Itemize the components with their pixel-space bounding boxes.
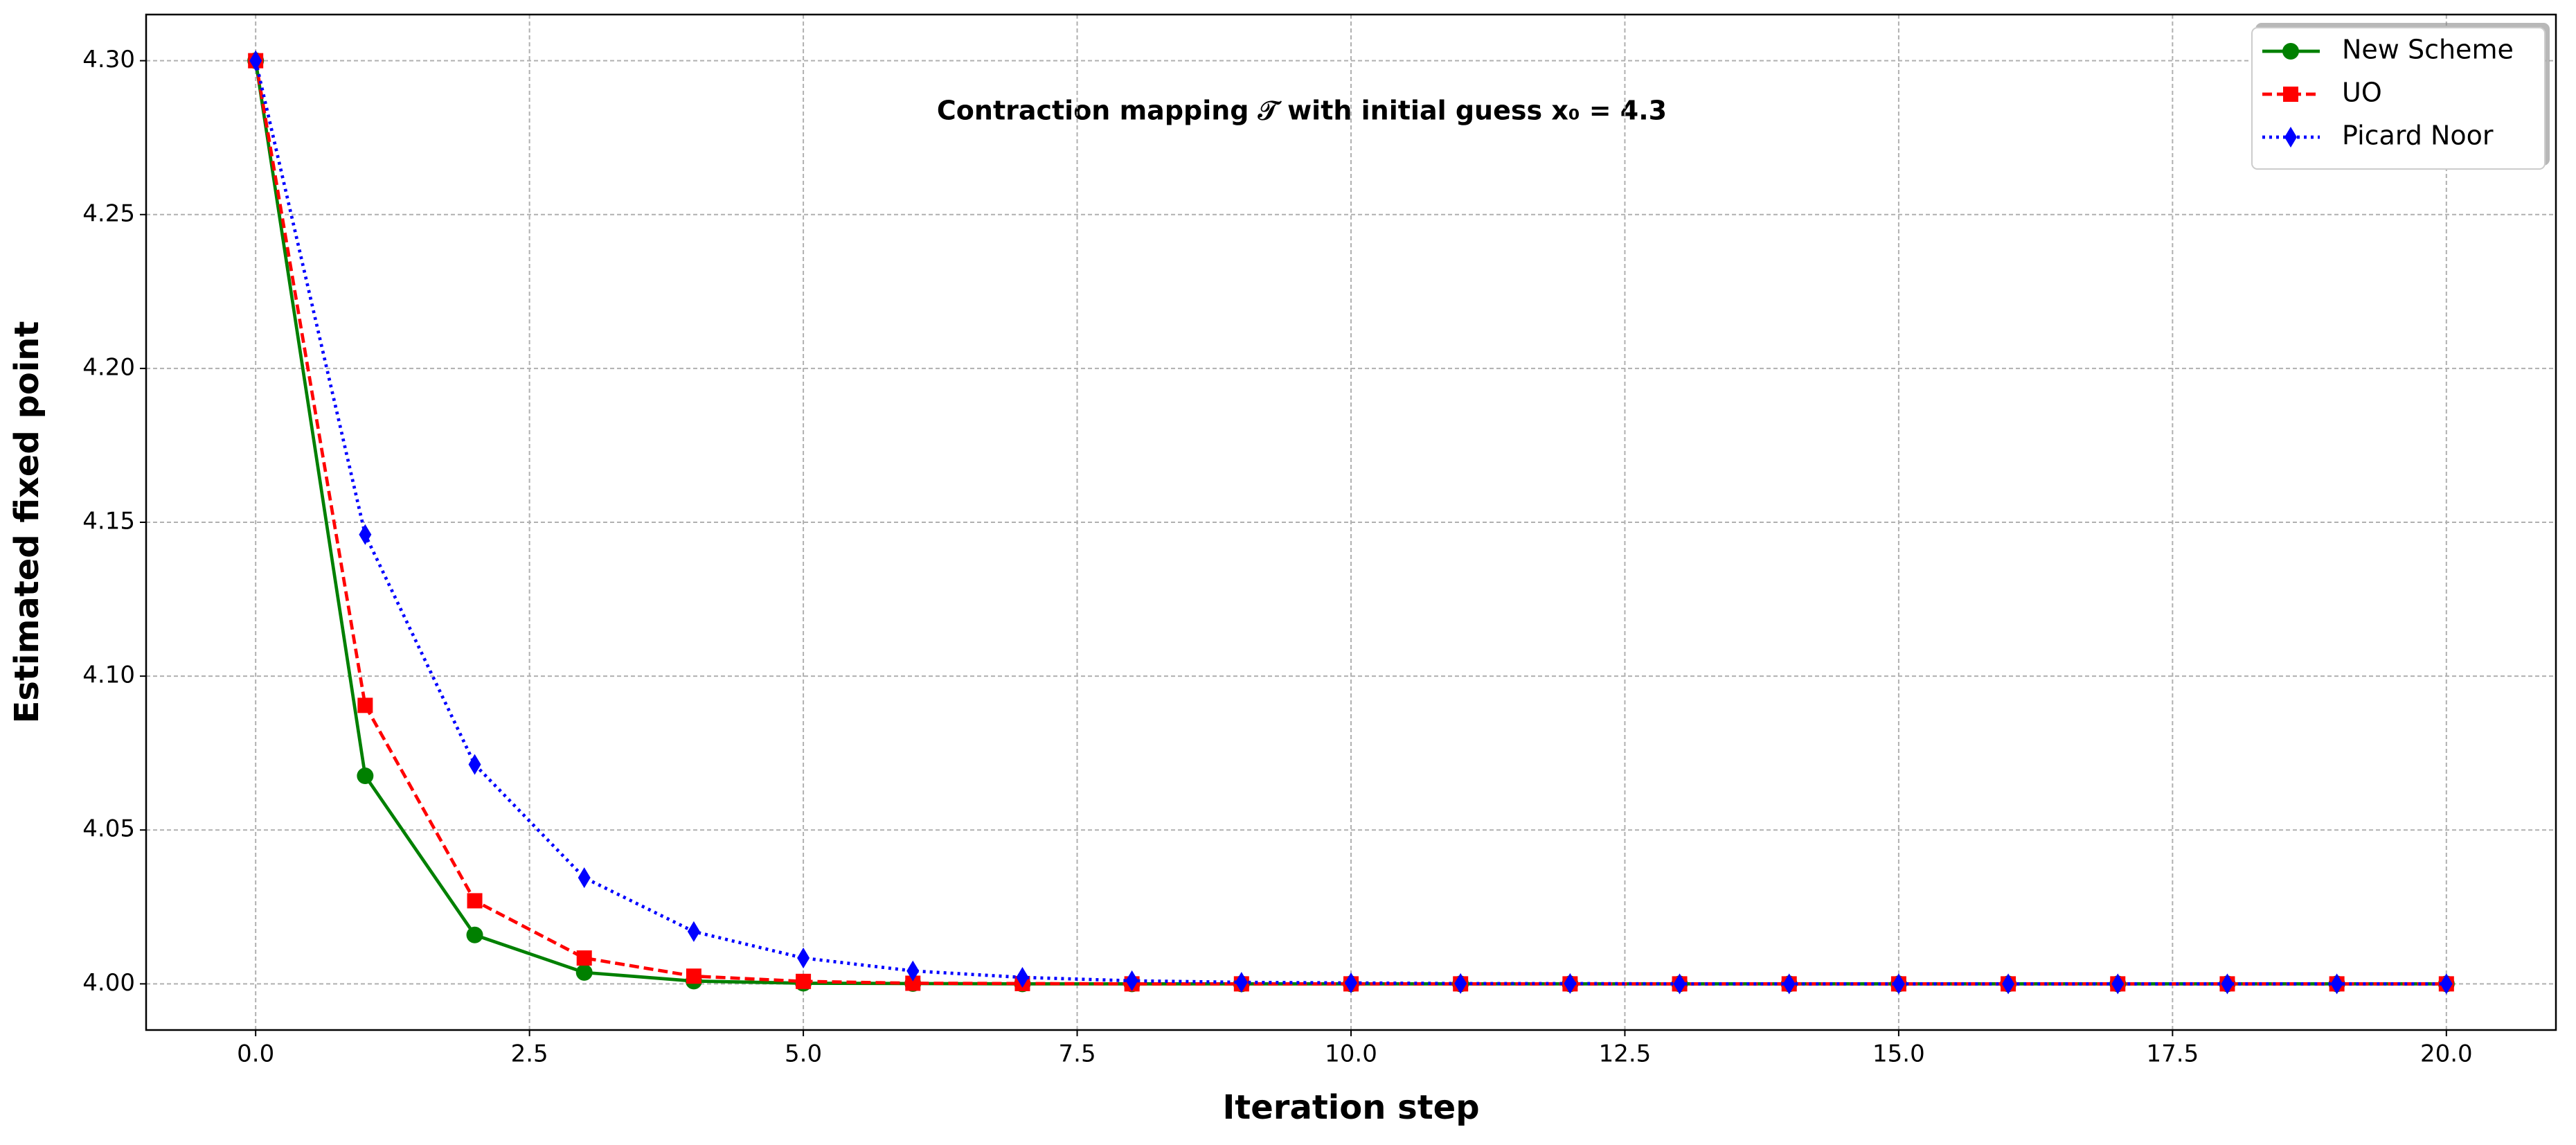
x-tick-label: 17.5 — [2147, 1040, 2199, 1068]
marker — [468, 754, 481, 775]
marker — [797, 948, 810, 969]
x-tick-label: 7.5 — [1059, 1040, 1096, 1068]
marker — [1673, 973, 1686, 995]
x-axis-label: Iteration step — [1222, 1088, 1479, 1127]
y-axis-label: Estimated fixed point — [8, 321, 46, 724]
marker — [2221, 973, 2234, 995]
marker — [357, 698, 373, 713]
marker — [686, 968, 701, 984]
marker — [359, 524, 372, 545]
x-tick-label: 15.0 — [1872, 1040, 1925, 1068]
y-tick-label: 4.20 — [82, 353, 135, 381]
x-tick-label: 12.5 — [1599, 1040, 1652, 1068]
legend: New Scheme UO Picard Noor — [2251, 27, 2546, 170]
x-tick-label: 10.0 — [1325, 1040, 1377, 1068]
series-line — [253, 60, 2447, 986]
marker — [2002, 973, 2015, 995]
marker — [687, 921, 700, 942]
y-tick-label: 4.25 — [82, 199, 135, 227]
marker — [1235, 972, 1248, 993]
legend-label: New Scheme — [2342, 35, 2514, 65]
x-tick-label: 5.0 — [785, 1040, 822, 1068]
legend-label: Picard Noor — [2342, 121, 2494, 151]
marker — [1345, 973, 1357, 994]
legend-label: UO — [2342, 78, 2382, 108]
x-tick-label: 20.0 — [2420, 1040, 2473, 1068]
marker — [1892, 973, 1905, 995]
marker — [906, 960, 920, 982]
y-tick-label: 4.00 — [82, 969, 135, 997]
chart-title: Contraction mapping 𝒯 with initial guess… — [937, 96, 1667, 126]
marker — [2111, 973, 2125, 995]
marker — [905, 975, 921, 991]
x-tick-label: 0.0 — [237, 1040, 274, 1068]
marker — [1125, 970, 1138, 991]
legend-marker — [2284, 127, 2297, 148]
marker — [796, 973, 812, 989]
marker — [2330, 973, 2343, 995]
marker — [1016, 967, 1029, 988]
marker — [1782, 973, 1796, 995]
y-tick-label: 4.10 — [82, 662, 135, 689]
legend-box — [2251, 27, 2546, 170]
marker — [466, 926, 483, 943]
marker — [1454, 973, 1467, 994]
marker — [249, 50, 262, 71]
marker — [467, 893, 483, 909]
plot-frame — [145, 13, 2557, 1031]
legend-marker — [2282, 43, 2299, 60]
marker — [578, 867, 591, 889]
series-line — [253, 60, 2447, 986]
y-tick-label: 4.05 — [82, 815, 135, 843]
marker — [1564, 973, 1577, 994]
legend-marker — [2283, 87, 2298, 102]
marker — [2440, 973, 2453, 995]
marker — [357, 767, 374, 785]
marker — [575, 964, 593, 981]
y-tick-label: 4.15 — [82, 508, 135, 535]
x-tick-label: 2.5 — [511, 1040, 548, 1068]
marker — [576, 950, 592, 966]
y-tick-label: 4.30 — [82, 46, 135, 73]
